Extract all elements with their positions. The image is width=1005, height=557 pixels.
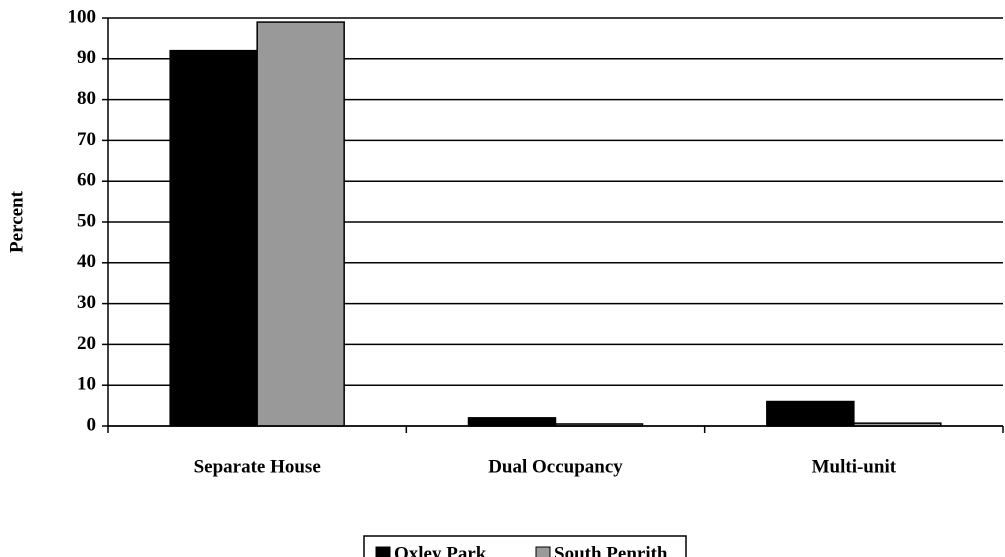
legend-swatch (375, 546, 391, 557)
y-tick-label: 10 (77, 374, 96, 395)
y-tick-label: 30 (77, 292, 96, 313)
y-tick-label: 20 (77, 333, 96, 354)
bar (256, 21, 345, 427)
legend-label: Oxley Park (394, 543, 487, 557)
x-tick-label: Separate House (194, 456, 321, 477)
y-tick-label: 40 (77, 251, 96, 272)
bar (766, 400, 855, 427)
y-tick-label: 100 (68, 6, 97, 27)
x-tick-label: Dual Occupancy (488, 456, 623, 477)
legend-box (363, 535, 687, 557)
bar (169, 49, 258, 427)
y-tick-label: 0 (87, 414, 97, 435)
y-tick-label: 60 (77, 170, 96, 191)
bar (467, 417, 557, 427)
x-tick-label: Multi-unit (812, 456, 897, 477)
y-tick-label: 80 (77, 88, 96, 109)
y-axis-label: Percent (6, 190, 27, 253)
y-tick-label: 50 (77, 210, 96, 231)
y-tick-label: 90 (77, 47, 96, 68)
legend-label: South Penrith (554, 543, 668, 557)
legend-swatch (535, 546, 551, 557)
y-tick-label: 70 (77, 129, 96, 150)
